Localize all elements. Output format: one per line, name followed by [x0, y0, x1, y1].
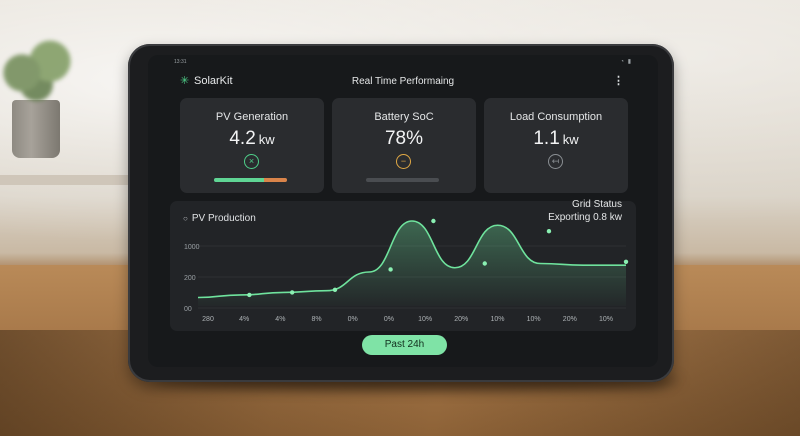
card-title: Battery SoC [374, 111, 434, 123]
background-plant-pot [12, 100, 60, 158]
y-tick-label: 200 [184, 275, 196, 282]
x-tick-label: 0% [384, 316, 394, 323]
close-circle-icon: × [244, 154, 259, 169]
chart-title-text: PV Production [191, 213, 256, 224]
pv-progress-bar [214, 178, 287, 182]
pv-generation-card[interactable]: PV Generation 4.2 kw × [180, 98, 324, 193]
card-value: 78% [332, 128, 476, 150]
battery-progress-bar [366, 178, 439, 182]
sun-icon: ✳ [180, 74, 190, 87]
status-icons: ◔ ▮ [620, 58, 632, 65]
data-point [332, 287, 338, 293]
x-tick-label: 20% [563, 316, 577, 323]
data-point [623, 259, 629, 264]
card-value: 1.1 kw [484, 128, 628, 150]
battery-soc-card[interactable]: Battery SoC 78% − [332, 98, 476, 193]
grid-status-label: Grid Status [571, 199, 622, 210]
x-tick-label: 4% [275, 316, 285, 323]
background-plant-leaves [0, 30, 78, 108]
x-tick-label: 10% [527, 316, 541, 323]
battery-value: 78% [384, 128, 424, 149]
data-point [247, 292, 252, 298]
x-tick-label: 10% [490, 316, 504, 323]
data-point [388, 267, 393, 272]
search-icon: ○ [183, 214, 188, 223]
status-bar: 13:31 ◔ ▮ [148, 55, 658, 69]
pv-unit: kw [258, 132, 275, 147]
app-header: ✳ SolarKit Real Time Performaing ⋮ [148, 69, 658, 95]
pv-bar-green [214, 178, 265, 182]
y-tick-label: 00 [184, 306, 192, 313]
wifi-icon: ◔ [620, 59, 626, 65]
x-tick-label: 10% [418, 316, 432, 323]
status-time: 13:31 [174, 59, 187, 65]
x-tick-label: 8% [311, 316, 321, 323]
app-name: SolarKit [194, 75, 233, 87]
x-tick-label: 4% [239, 316, 249, 323]
pv-value: 4.2 [229, 128, 256, 149]
x-tick-label: 280 [202, 316, 214, 323]
load-unit: kw [562, 132, 579, 147]
card-title: Load Consumption [509, 111, 603, 123]
app-logo[interactable]: ✳ SolarKit [180, 75, 233, 87]
pv-area-fill [198, 221, 626, 306]
x-tick-label: 20% [454, 316, 468, 323]
page-title: Real Time Performaing [351, 76, 455, 87]
past-24h-button[interactable]: Past 24h [362, 335, 447, 355]
x-tick-label: 0% [348, 316, 358, 323]
data-point [546, 229, 552, 234]
card-title: PV Generation [215, 111, 289, 123]
more-vertical-icon[interactable]: ⋮ [613, 75, 624, 87]
card-value: 4.2 kw [180, 128, 324, 150]
pv-series-line [197, 220, 626, 299]
chart-title: ○ PV Production [183, 213, 256, 224]
x-tick-label: 10% [599, 316, 613, 323]
load-consumption-card[interactable]: Load Consumption 1.1 kw ↤ [484, 98, 628, 193]
y-tick-label: 1000 [184, 244, 200, 251]
grid-status-value: Exporting 0.8 kw [548, 212, 622, 223]
data-point [431, 218, 436, 224]
plug-circle-icon: ↤ [548, 154, 563, 169]
pv-bar-orange [264, 178, 287, 182]
minus-circle-icon: − [396, 154, 411, 169]
pv-production-chart: 1000 200 00 280 4% 4% 8% 0% 0% 10% 20% 10% 10% 20% 10% [184, 218, 629, 323]
data-point [289, 290, 295, 295]
load-value: 1.1 [533, 128, 560, 149]
background-shelf [0, 175, 150, 185]
data-point [482, 261, 487, 266]
battery-icon: ▮ [627, 59, 632, 65]
